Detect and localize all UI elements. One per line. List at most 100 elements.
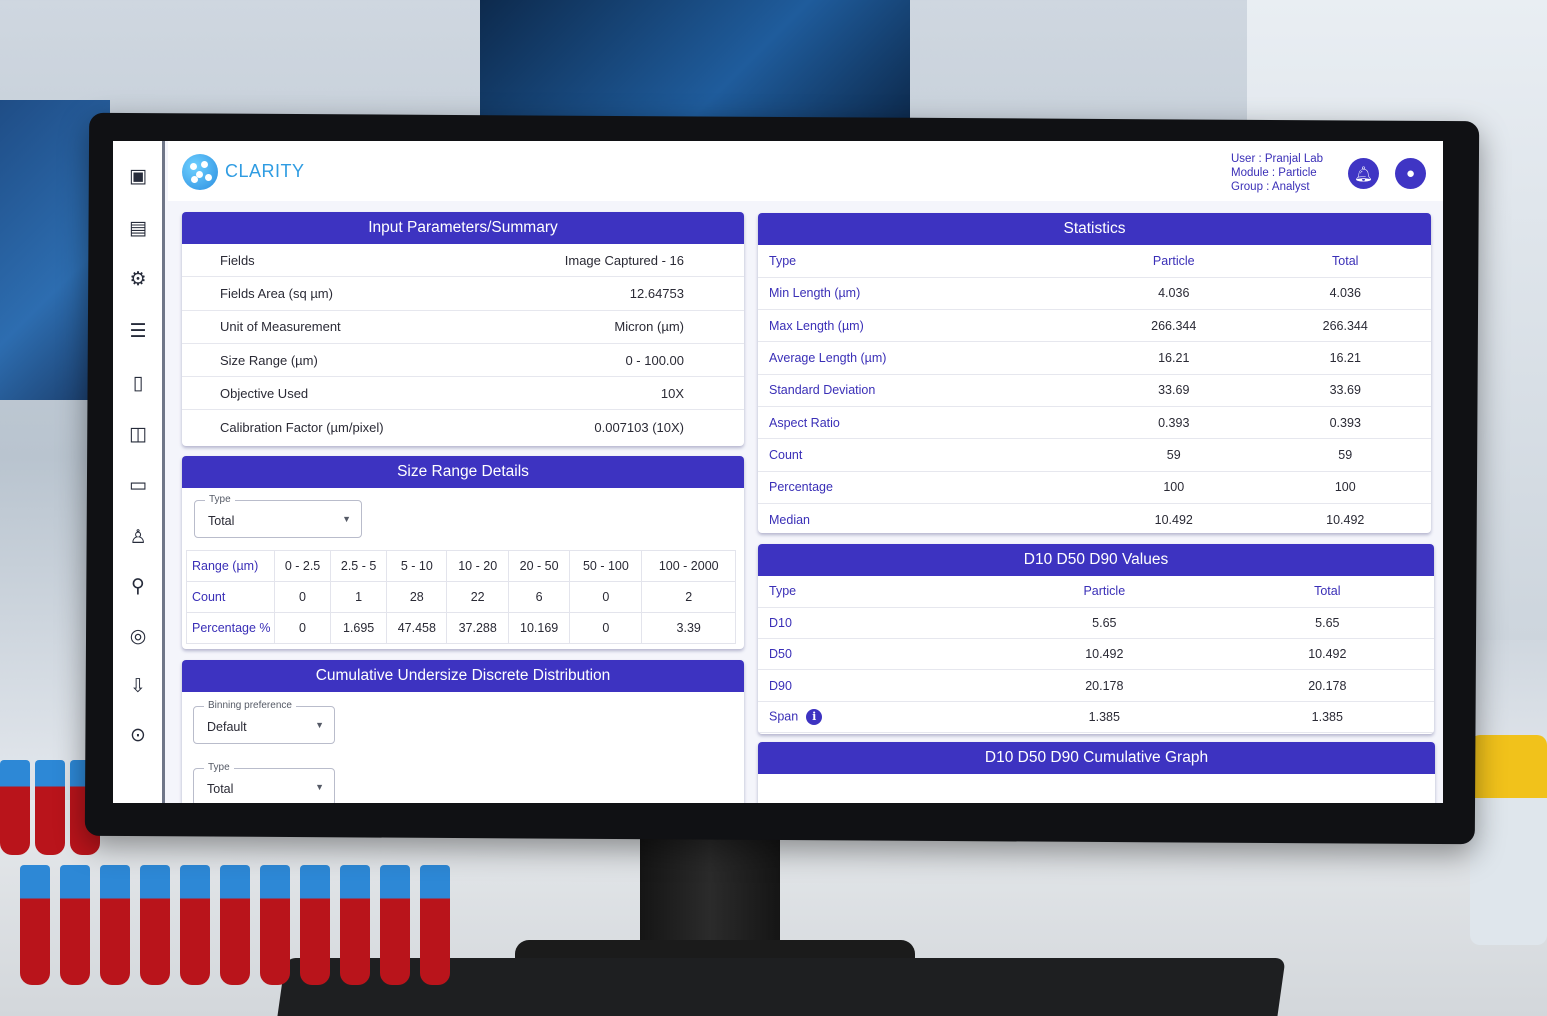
- input-parameters-title: Input Parameters/Summary: [182, 212, 744, 244]
- column-header: Type: [758, 245, 1088, 278]
- select-value: Default: [207, 720, 247, 734]
- total-value: 100: [1259, 471, 1431, 504]
- column-header: Type: [758, 576, 988, 608]
- parameter-label: Unit of Measurement: [220, 319, 341, 335]
- size-range-title: Size Range Details: [182, 456, 744, 488]
- app-header: CLARITY User : Pranjal Lab Module : Part…: [168, 141, 1443, 201]
- statistics-table: Type Particle Total Min Length (µm) 4.036 4.0…: [758, 245, 1431, 533]
- user-profile-icon[interactable]: ●: [1395, 158, 1426, 189]
- select-value: Total: [207, 782, 234, 796]
- type-label: Max Length (µm): [769, 318, 864, 333]
- review-comment-icon[interactable]: ▭: [129, 474, 147, 496]
- parameter-value: 10X: [660, 385, 684, 401]
- select-legend: Type: [204, 762, 234, 773]
- range-bin-header: 2.5 - 5: [330, 550, 388, 582]
- cumulative-distribution-title: Cumulative Undersize Discrete Distributi…: [182, 660, 744, 692]
- parameter-label: Fields Area (sq µm): [220, 285, 333, 301]
- cumulative-graph-panel: D10 D50 D90 Cumulative Graph: [758, 742, 1435, 803]
- type-cell: D10: [758, 607, 988, 640]
- info-icon[interactable]: i: [806, 708, 823, 725]
- range-cell: 0: [273, 612, 332, 644]
- camera-icon[interactable]: ◫: [129, 423, 147, 445]
- parameter-label: Calibration Factor (µm/pixel): [220, 419, 384, 435]
- dashboard-icon[interactable]: ▣: [129, 165, 147, 187]
- range-cell: 10.169: [507, 612, 571, 644]
- download-icon[interactable]: ⊙: [130, 724, 146, 746]
- total-value: 266.344: [1259, 309, 1431, 343]
- cumulative-distribution-panel: Cumulative Undersize Discrete Distributi…: [182, 660, 744, 803]
- type-cell: Aspect Ratio: [758, 406, 1088, 440]
- type-cell: Standard Deviation: [758, 374, 1088, 407]
- d-values-title: D10 D50 D90 Values: [758, 544, 1434, 576]
- table-row: D10 5.65 5.65: [758, 607, 1434, 640]
- type-cell: D90: [758, 669, 988, 702]
- column-header: Total: [1259, 245, 1431, 278]
- range-cell: 6: [507, 581, 571, 613]
- bell-icon[interactable]: 🔔︎: [1348, 158, 1379, 189]
- range-row-label: Count: [186, 581, 275, 613]
- binning-preference-select[interactable]: Binning preference Default ▼: [193, 700, 335, 744]
- type-cell: Span i: [758, 701, 988, 733]
- range-bin-header: 0 - 2.5: [273, 550, 332, 582]
- caret-down-icon: ▼: [342, 514, 351, 524]
- column-header: Particle: [1088, 245, 1260, 278]
- lab-bottle: [1470, 735, 1547, 945]
- type-label: D10: [769, 615, 792, 630]
- type-cell: D50: [758, 638, 988, 671]
- search-icon[interactable]: ⚲: [131, 575, 145, 597]
- range-cell: 47.458: [386, 612, 448, 644]
- range-cell: 28: [386, 581, 448, 613]
- range-cell: 0: [273, 581, 332, 613]
- range-cell: 0: [569, 612, 643, 644]
- particle-value: 59: [1088, 438, 1260, 472]
- particle-value: 16.21: [1088, 341, 1260, 375]
- type-label: Standard Deviation: [769, 383, 876, 398]
- select-value: Total: [208, 514, 235, 528]
- total-value: 33.69: [1259, 374, 1431, 407]
- module-name: Module : Particle: [1231, 167, 1317, 179]
- cumulative-type-select[interactable]: Type Total ▼: [193, 762, 335, 803]
- column-header: Total: [1220, 576, 1434, 608]
- document-list-icon[interactable]: ☰: [129, 320, 147, 342]
- particle-value: 33.69: [1088, 374, 1260, 407]
- total-value: 59: [1259, 438, 1431, 472]
- report-icon[interactable]: ▤: [129, 217, 147, 239]
- type-cell: Average Length (µm): [758, 341, 1088, 375]
- size-range-type-select[interactable]: Type Total ▼: [194, 494, 362, 538]
- total-value: 4.036: [1259, 277, 1431, 311]
- range-data-row: Count 0 1 28 22 6 0 2: [186, 581, 736, 613]
- export-icon[interactable]: ⇩: [130, 675, 146, 697]
- d-values-table: Type Particle Total D10 5.65 5.65 D50 10.492 10.…: [758, 576, 1434, 733]
- range-cell: 2: [641, 581, 736, 613]
- table-row: D90 20.178 20.178: [758, 669, 1434, 702]
- range-data-row: Percentage % 0 1.695 47.458 37.288 10.169 0 3.3…: [186, 612, 736, 644]
- range-row-label: Percentage %: [186, 612, 275, 644]
- total-value: 20.178: [1220, 669, 1434, 702]
- range-cell: 1: [330, 581, 388, 613]
- background-monitor: [480, 0, 910, 120]
- select-legend: Binning preference: [204, 700, 296, 711]
- input-parameter-row: Calibration Factor (µm/pixel) 0.007103 (1…: [182, 410, 744, 443]
- particle-value: 10.492: [1088, 503, 1260, 533]
- type-cell: Median: [758, 503, 1088, 533]
- type-label: Median: [769, 512, 810, 527]
- total-value: 1.385: [1220, 701, 1434, 733]
- sidebar: ▣ ▤ ⚙ ☰ ▯ ◫ ▭ ♙ ⚲ ◎ ⇩ ⊙: [113, 141, 165, 803]
- caret-down-icon: ▼: [315, 720, 324, 730]
- clipboard-icon[interactable]: ▯: [132, 372, 144, 394]
- range-bin-header: 50 - 100: [569, 550, 643, 582]
- column-header: Particle: [988, 576, 1221, 608]
- input-parameter-row: Fields Area (sq µm) 12.64753: [182, 277, 744, 311]
- zoom-analysis-icon[interactable]: ◎: [129, 625, 147, 647]
- particle-value: 1.385: [988, 701, 1221, 733]
- parameter-label: Size Range (µm): [220, 352, 318, 368]
- table-row: Aspect Ratio 0.393 0.393: [758, 406, 1431, 440]
- total-value: 16.21: [1259, 341, 1431, 375]
- microscope-icon[interactable]: ♙: [129, 526, 147, 548]
- parameter-value: 0.007103 (10X): [594, 419, 684, 435]
- range-header-label: Range (µm): [186, 550, 275, 582]
- settings-gear-icon[interactable]: ⚙: [129, 268, 147, 290]
- parameter-label: Fields: [220, 252, 255, 268]
- type-label: Aspect Ratio: [769, 415, 840, 430]
- input-parameter-row: Fields Image Captured - 16: [182, 244, 744, 278]
